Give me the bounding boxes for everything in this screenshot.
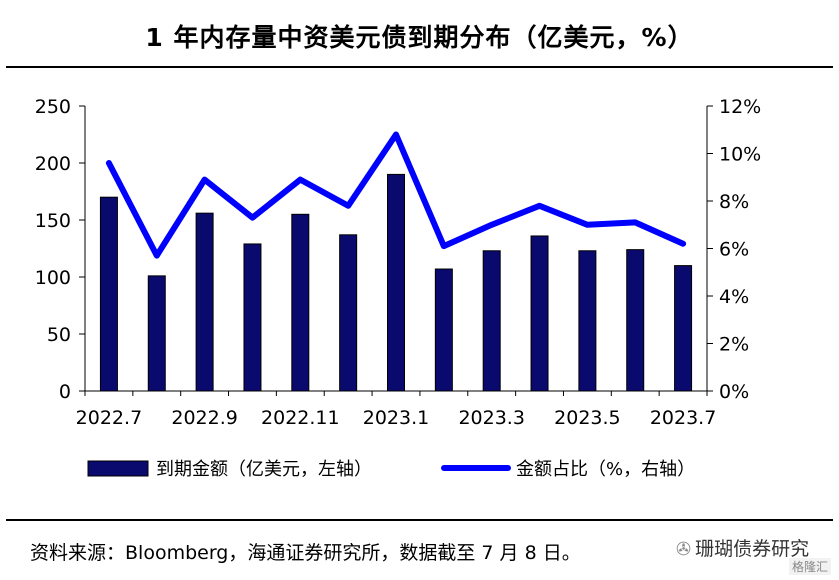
- left-tick-label: 150: [35, 210, 71, 232]
- right-tick-label: 2%: [719, 334, 749, 356]
- bar-2022.12: [339, 234, 358, 392]
- right-tick-label: 10%: [719, 144, 761, 166]
- bar-2022.9: [195, 212, 214, 392]
- bar-2023.5: [578, 250, 597, 392]
- bar-2023.1: [387, 173, 405, 392]
- legend-line-label: 金额占比（%，右轴）: [516, 459, 695, 480]
- legend-bar-swatch: [87, 460, 149, 477]
- watermark: ✇ 珊瑚债券研究: [676, 534, 809, 561]
- right-tick-label: 6%: [719, 239, 749, 261]
- x-tick-label: 2023.1: [363, 407, 429, 429]
- left-tick-label: 250: [35, 96, 71, 118]
- bar-2023.2: [434, 268, 453, 392]
- bar-2022.8: [147, 275, 166, 392]
- x-tick-label: 2023.5: [554, 407, 620, 429]
- legend-bar-label: 到期金额（亿美元，左轴）: [156, 459, 372, 480]
- bar-2023.4: [530, 235, 549, 392]
- x-tick-label: 2023.3: [458, 407, 524, 429]
- watermark-sub: 格隆汇: [788, 558, 831, 575]
- right-tick-label: 8%: [719, 191, 749, 213]
- bar-2022.10: [243, 243, 262, 392]
- top-rule: [6, 66, 833, 68]
- source-note: 资料来源：Bloomberg，海通证券研究所，数据截至 7 月 8 日。: [30, 542, 581, 564]
- wechat-icon: ✇: [676, 539, 692, 560]
- legend: 到期金额（亿美元，左轴） 金额占比（%，右轴）: [87, 459, 695, 480]
- left-tick-label: 50: [47, 324, 71, 346]
- bottom-rule: [6, 519, 833, 521]
- x-tick-label: 2023.7: [650, 407, 716, 429]
- right-tick-label: 12%: [719, 96, 761, 118]
- right-tick-label: 0%: [719, 381, 749, 403]
- x-tick-label: 2022.9: [171, 407, 237, 429]
- series-line: [105, 131, 687, 259]
- x-tick-label: 2022.11: [261, 407, 340, 429]
- left-tick-label: 200: [35, 153, 71, 175]
- right-tick-label: 4%: [719, 286, 749, 308]
- x-tick-label: 2022.7: [76, 407, 142, 429]
- bar-2023.6: [626, 249, 645, 392]
- watermark-text: 珊瑚债券研究: [695, 538, 810, 560]
- ticks-group: 0 50 100 150 200 250 0% 2% 4% 6% 8% 10% 12% 2022.7 202…: [35, 96, 762, 429]
- left-tick-label: 100: [35, 267, 71, 289]
- left-tick-label: 0: [59, 381, 71, 403]
- bar-2023.7: [674, 265, 693, 392]
- bar-2022.11: [291, 213, 310, 392]
- chart: 0 50 100 150 200 250 0% 2% 4% 6% 8% 10% 12% 2022.7 202…: [35, 96, 762, 480]
- chart-title: 1 年内存量中资美元债到期分布（亿美元，%）: [145, 23, 694, 52]
- bar-2022.7: [99, 196, 118, 392]
- bar-2023.3: [482, 250, 501, 392]
- bars-group: [99, 173, 693, 392]
